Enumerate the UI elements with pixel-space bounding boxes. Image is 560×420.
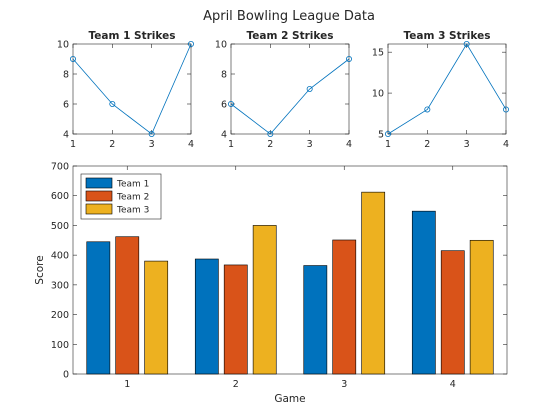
plot-area [387, 43, 507, 135]
bar [86, 241, 111, 375]
series-line [72, 43, 192, 135]
y-tick-label: 600 [51, 191, 69, 202]
x-tick-label: 1 [385, 139, 391, 150]
bar-chart: 0 100 200 300 400 500 600 700 1 2 3 4 Game Score Team … [34, 162, 508, 405]
x-tick-label: 4 [450, 379, 456, 390]
data-point [345, 56, 352, 63]
bar [469, 239, 494, 375]
y-tick-label: 4 [63, 130, 69, 141]
data-point [109, 101, 116, 108]
y-tick-label: 10 [57, 40, 69, 51]
y-tick-label: 0 [63, 370, 69, 381]
y-tick-label: 500 [51, 221, 69, 232]
bar [223, 264, 248, 375]
y-tick-label: 4 [221, 130, 227, 141]
bar [303, 265, 328, 375]
legend-label: Team 2 [116, 193, 149, 203]
subplot-title: Team 3 Strikes [404, 30, 491, 42]
data-point [384, 130, 391, 137]
data-point [148, 130, 155, 137]
x-tick-label: 3 [149, 139, 155, 150]
subplot-title: Team 1 Strikes [89, 30, 176, 42]
y-tick-label: 100 [51, 340, 69, 351]
x-tick-label: 2 [233, 379, 239, 390]
x-tick-label: 2 [424, 139, 430, 150]
legend-label: Team 1 [116, 180, 149, 190]
data-point [227, 101, 234, 108]
x-tick-label: 2 [109, 139, 115, 150]
data-point [70, 56, 77, 63]
data-point [502, 106, 509, 113]
line-subplot-2: Team 2 Strikes 1 2 3 4 4 6 8 10 [215, 30, 352, 150]
x-axis-label: Game [274, 393, 305, 405]
bar [411, 210, 436, 375]
legend-swatch [85, 177, 113, 189]
y-tick-label: 10 [372, 89, 384, 100]
y-tick-label: 6 [63, 100, 69, 111]
y-tick-label: 700 [51, 162, 69, 173]
x-tick-label: 4 [188, 139, 194, 150]
subplot-title: Team 2 Strikes [247, 30, 334, 42]
bar [440, 250, 465, 375]
bar [144, 260, 169, 375]
y-tick-label: 400 [51, 251, 69, 262]
series-line [387, 43, 507, 135]
plot-area [230, 43, 350, 135]
line-subplot-1: Team 1 Strikes 1 2 3 4 4 6 8 10 [57, 30, 194, 150]
y-tick-label: 5 [378, 130, 384, 141]
legend-swatch [85, 203, 113, 215]
plot-area [72, 43, 192, 135]
y-tick-label: 200 [51, 310, 69, 321]
figure-title: April Bowling League Data [203, 9, 375, 24]
data-point [267, 130, 274, 137]
y-tick-label: 15 [372, 48, 384, 59]
x-tick-label: 2 [267, 139, 273, 150]
x-tick-label: 4 [346, 139, 352, 150]
bar [252, 225, 277, 375]
x-tick-label: 1 [70, 139, 76, 150]
bar [194, 258, 219, 375]
data-point [424, 106, 431, 113]
x-tick-label: 3 [341, 379, 347, 390]
line-subplot-3: Team 3 Strikes 1 2 3 4 5 10 15 [372, 30, 509, 150]
data-point [463, 41, 470, 48]
legend: Team 1 Team 2 Team 3 [80, 173, 162, 220]
y-tick-label: 6 [221, 100, 227, 111]
legend-swatch [85, 190, 113, 202]
legend-label: Team 3 [116, 206, 149, 216]
data-point [187, 41, 194, 48]
x-tick-label: 3 [464, 139, 470, 150]
x-tick-label: 1 [228, 139, 234, 150]
y-tick-label: 10 [215, 40, 227, 51]
y-tick-label: 300 [51, 280, 69, 291]
y-tick-label: 8 [221, 70, 227, 81]
y-tick-label: 8 [63, 70, 69, 81]
bar [115, 236, 140, 375]
x-tick-label: 1 [124, 379, 130, 390]
x-tick-label: 4 [503, 139, 509, 150]
series-line [230, 58, 350, 135]
y-axis-label: Score [34, 255, 46, 284]
bar [332, 239, 357, 375]
bar [361, 191, 386, 375]
data-point [306, 86, 313, 93]
x-tick-label: 3 [307, 139, 313, 150]
